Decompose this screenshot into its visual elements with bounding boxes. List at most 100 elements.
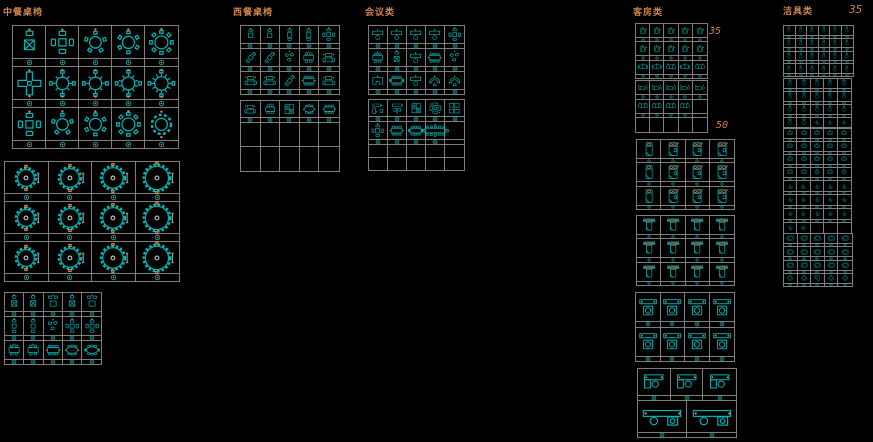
- block-arc-table[interactable]: [445, 72, 464, 89]
- block-rect-table-6[interactable]: [319, 101, 339, 117]
- block-bath-fixture[interactable]: [824, 117, 838, 127]
- block-vanity-desk[interactable]: [636, 327, 661, 356]
- block-cross-table-2[interactable]: [5, 317, 25, 335]
- block-chaise[interactable]: [664, 81, 679, 94]
- block-sofa-3[interactable]: [664, 60, 679, 74]
- block-desk-set-long[interactable]: [638, 401, 687, 432]
- block-bed-set[interactable]: [686, 262, 710, 281]
- block-bed-double[interactable]: [710, 187, 734, 205]
- block-rect-table-6[interactable]: [300, 72, 319, 89]
- block-quad-booth[interactable]: [445, 100, 464, 116]
- block-toilet[interactable]: [796, 64, 807, 73]
- block-square-table-1[interactable]: [261, 26, 280, 43]
- block-armchair[interactable]: [664, 24, 679, 37]
- block-bed-set[interactable]: [686, 216, 710, 234]
- block-booth-sofa[interactable]: [319, 72, 339, 89]
- block-oval-table-8[interactable]: [82, 341, 101, 359]
- block-bed-set[interactable]: [637, 216, 662, 234]
- block-round-table-8[interactable]: [145, 26, 178, 58]
- block-cross-table-4[interactable]: [445, 26, 464, 43]
- block-booth-sofa[interactable]: [319, 49, 339, 66]
- block-rect-table-6[interactable]: [388, 122, 407, 139]
- block-desk-set-long[interactable]: [687, 401, 736, 432]
- block-rect-table-4[interactable]: [261, 101, 280, 117]
- block-bed-set[interactable]: [637, 239, 662, 258]
- block-sink[interactable]: [811, 154, 825, 164]
- block-bed-double[interactable]: [686, 163, 710, 182]
- block-diag-table-2[interactable]: [241, 49, 261, 66]
- block-chair-table[interactable]: [13, 26, 46, 58]
- block-vanity-desk[interactable]: [710, 293, 735, 321]
- block-bidet[interactable]: [824, 91, 838, 101]
- block-gear-table-10[interactable]: [112, 67, 145, 99]
- block-bidet[interactable]: [838, 79, 851, 88]
- block-bathtub[interactable]: [838, 234, 852, 243]
- block-square-table-1[interactable]: [241, 26, 261, 43]
- block-chair-table[interactable]: [5, 293, 25, 311]
- block-bidet[interactable]: [797, 117, 811, 127]
- block-chair-pair[interactable]: [82, 293, 101, 311]
- block-desk-return[interactable]: [638, 369, 671, 395]
- block-bed-set[interactable]: [710, 239, 734, 257]
- block-sink[interactable]: [811, 129, 825, 138]
- block-toilet[interactable]: [842, 64, 854, 73]
- block-toilet[interactable]: [784, 26, 796, 35]
- block-banquet-table-xl[interactable]: [136, 161, 180, 194]
- block-chaise[interactable]: [650, 81, 665, 94]
- block-bathtub[interactable]: [838, 261, 852, 270]
- block-sofa-2[interactable]: [679, 60, 693, 74]
- block-banquet-table-md[interactable]: [49, 202, 92, 233]
- block-bathtub-round[interactable]: [784, 273, 798, 284]
- block-desk-chair[interactable]: [388, 26, 407, 43]
- block-bidet[interactable]: [784, 79, 798, 88]
- block-armchair[interactable]: [679, 24, 693, 37]
- block-grid-table[interactable]: [280, 101, 300, 117]
- block-bath-fixture[interactable]: [811, 117, 825, 127]
- block-bidet[interactable]: [824, 79, 838, 88]
- block-bathtub[interactable]: [811, 234, 825, 244]
- block-chaise[interactable]: [693, 81, 707, 94]
- block-cross-table-2[interactable]: [24, 317, 44, 335]
- block-bathtub[interactable]: [838, 247, 852, 256]
- block-sofa-3[interactable]: [679, 99, 693, 113]
- block-sink[interactable]: [797, 129, 811, 138]
- block-toilet[interactable]: [807, 64, 819, 73]
- block-chair-pair[interactable]: [44, 293, 63, 311]
- block-sink[interactable]: [811, 141, 825, 151]
- block-bathtub[interactable]: [825, 234, 838, 244]
- block-desk-return[interactable]: [671, 369, 704, 395]
- block-armchair[interactable]: [693, 42, 707, 55]
- block-bath-fixture[interactable]: [838, 195, 851, 205]
- block-armchair[interactable]: [650, 42, 665, 56]
- block-banquet-table-lg[interactable]: [92, 162, 136, 193]
- block-banquet-table-sm[interactable]: [5, 162, 49, 193]
- block-bath-fixture[interactable]: [797, 222, 811, 233]
- block-bidet[interactable]: [797, 104, 811, 114]
- block-sofa-2[interactable]: [636, 60, 651, 74]
- block-cross-table-4[interactable]: [82, 317, 101, 335]
- block-bathtub[interactable]: [798, 260, 811, 270]
- block-rect-table-6[interactable]: [426, 49, 445, 66]
- block-banquet-table-lg[interactable]: [92, 242, 136, 273]
- block-armchair[interactable]: [650, 24, 665, 37]
- block-bed-double[interactable]: [661, 163, 686, 182]
- block-booth-sofa[interactable]: [241, 101, 261, 117]
- block-round-table-6[interactable]: [112, 26, 145, 58]
- block-diag-table-2[interactable]: [261, 49, 280, 66]
- block-toilet[interactable]: [819, 26, 830, 35]
- block-bathtub-round[interactable]: [825, 273, 838, 284]
- block-bed-double[interactable]: [661, 186, 686, 205]
- block-armchair[interactable]: [693, 24, 707, 37]
- block-sofa-3[interactable]: [650, 99, 665, 113]
- block-bed-set[interactable]: [710, 263, 734, 281]
- block-bathtub[interactable]: [798, 234, 811, 244]
- block-bed-double[interactable]: [710, 140, 734, 158]
- block-toilet[interactable]: [784, 64, 796, 73]
- block-bed-double[interactable]: [710, 163, 734, 181]
- block-booth-sofa[interactable]: [261, 72, 280, 89]
- block-banquet-table-xl[interactable]: [136, 201, 180, 234]
- block-vanity-desk[interactable]: [636, 293, 661, 321]
- block-bidet[interactable]: [838, 92, 851, 101]
- block-diamond-table-8[interactable]: [145, 108, 178, 140]
- block-bed-set[interactable]: [661, 239, 686, 258]
